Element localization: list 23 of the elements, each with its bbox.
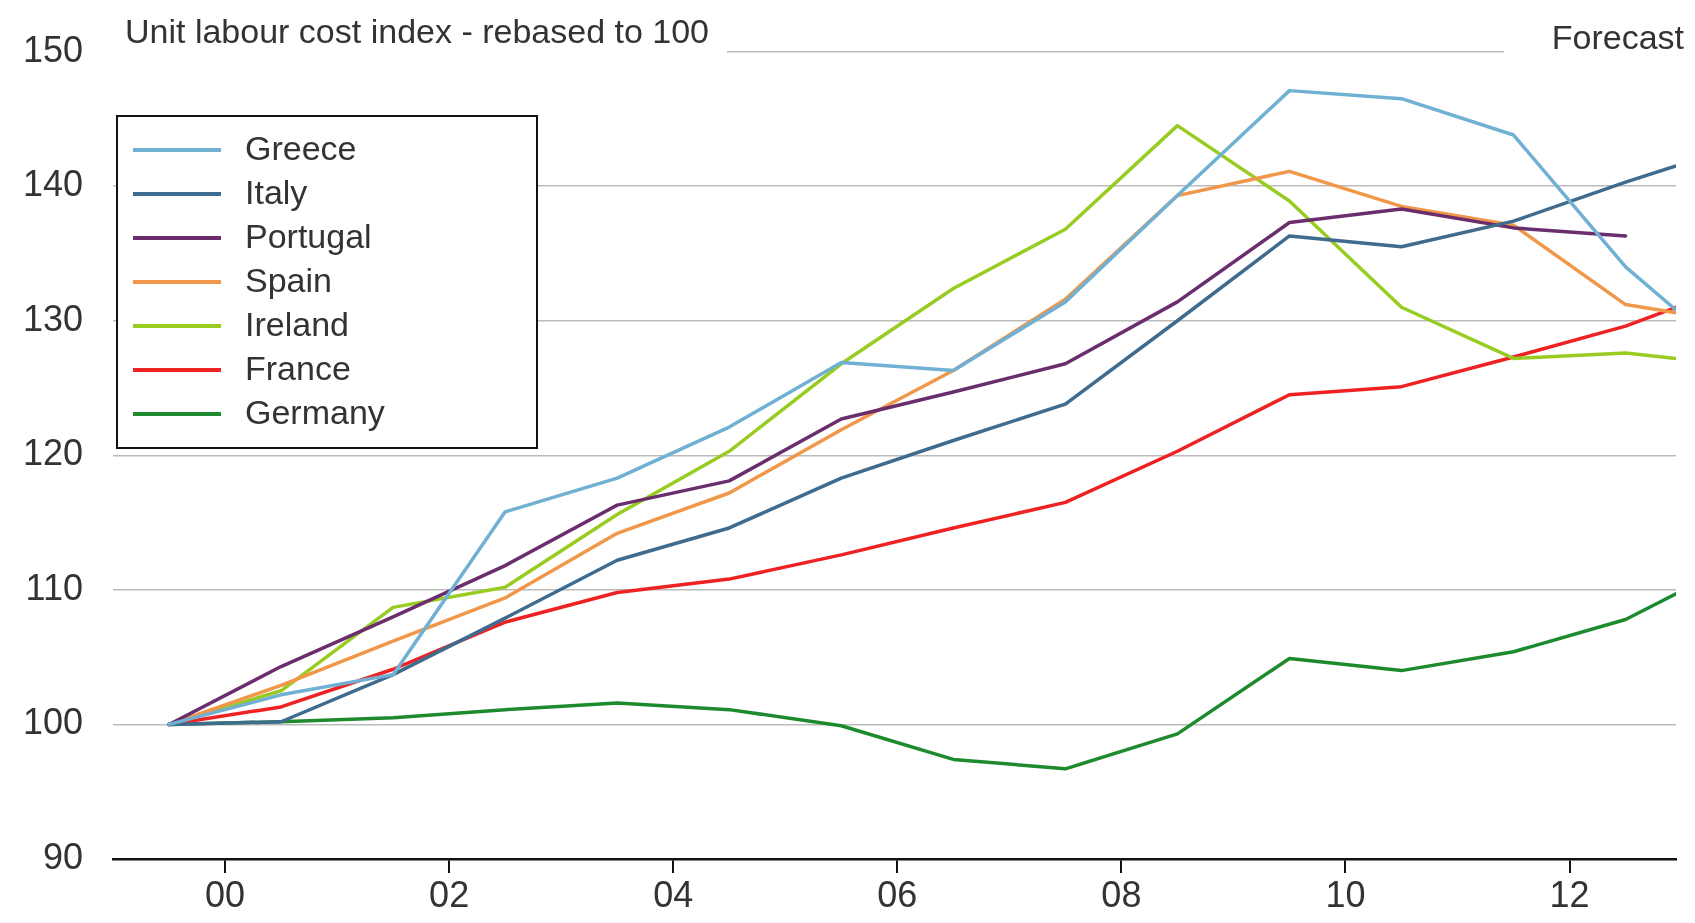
x-tick-label: 04 (653, 873, 694, 915)
x-tick-label: 12 (1549, 873, 1590, 915)
annotation: Forecast (1551, 18, 1685, 57)
legend-label: Italy (245, 173, 308, 212)
legend-label: Portugal (245, 217, 372, 256)
legend-label: Germany (245, 393, 385, 432)
chart-title: Unit labour cost index - rebased to 100 (125, 12, 710, 51)
legend-label: Spain (245, 261, 332, 300)
legend-label: Ireland (245, 305, 349, 344)
x-tick-label: 10 (1325, 873, 1366, 915)
x-tick-label: 00 (205, 873, 246, 915)
y-tick-label: 120 (22, 432, 83, 474)
y-tick-label: 100 (22, 701, 83, 743)
y-tick-label: 90 (42, 835, 83, 877)
x-tick-label: 08 (1101, 873, 1142, 915)
y-tick-label: 130 (22, 297, 83, 339)
legend-label: France (245, 349, 351, 388)
y-tick-label: 150 (22, 28, 83, 70)
y-tick-label: 140 (22, 163, 83, 205)
x-tick-label: 02 (429, 873, 470, 915)
legend-label: Greece (245, 129, 357, 168)
x-tick-label: 06 (877, 873, 918, 915)
y-tick-label: 110 (25, 566, 83, 608)
